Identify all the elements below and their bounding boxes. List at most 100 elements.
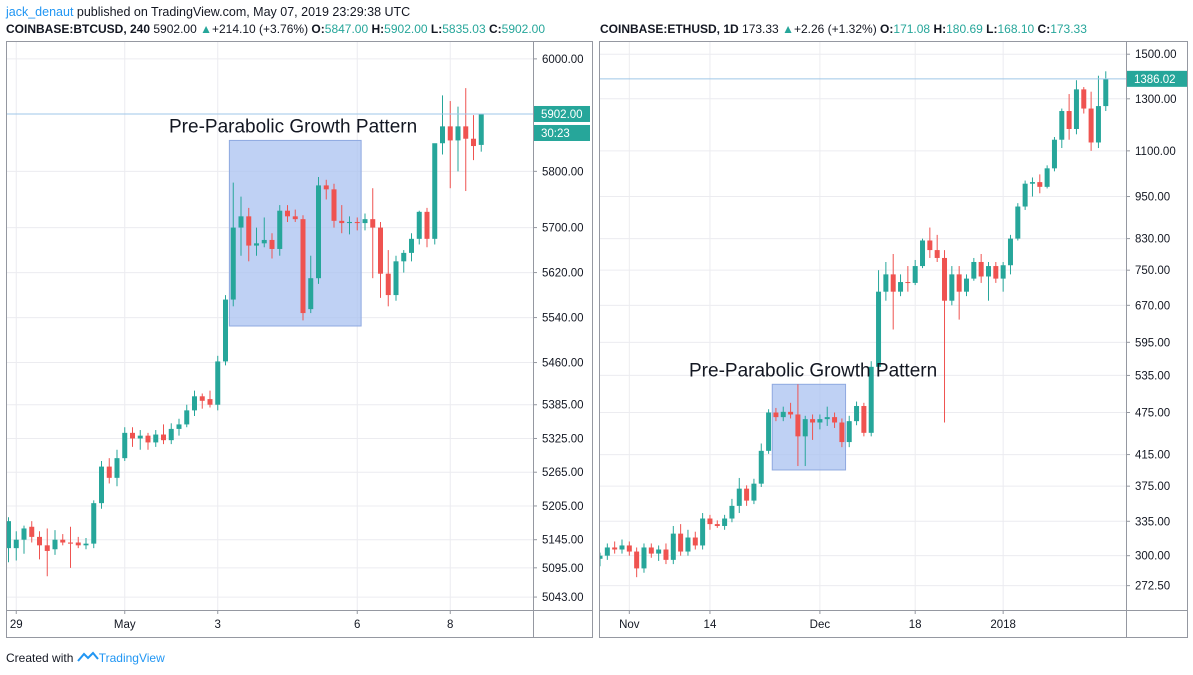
candle-body (839, 422, 845, 443)
y-tick-label: 5325.00 (542, 433, 584, 445)
candle-body (949, 274, 955, 301)
left-high: 5902.00 (384, 22, 428, 36)
candle-body (810, 419, 816, 423)
left-open-label: O: (311, 22, 325, 36)
candles (597, 71, 1109, 578)
candle-body (471, 138, 476, 147)
right-chart-panel[interactable]: Pre-Parabolic Growth Pattern 1500.00 1300.… (597, 41, 1188, 638)
candle-body (316, 185, 321, 279)
candle-body (1081, 89, 1087, 109)
candle-body (1095, 106, 1101, 143)
candle-body (846, 421, 852, 443)
candle-body (184, 410, 190, 425)
y-tick-label: 5265.00 (542, 467, 584, 479)
y-tick-label: 595.00 (1135, 337, 1170, 349)
candle-body (145, 435, 151, 443)
left-low-label: L: (430, 22, 443, 36)
candle-body (670, 533, 676, 560)
last-price-tag: 1386.02 (1134, 74, 1176, 86)
left-low: 5835.03 (442, 22, 486, 36)
candle-body (780, 411, 786, 418)
y-tick-label: 6000.00 (542, 54, 584, 66)
x-tick-label: 8 (447, 619, 453, 631)
right-symbol-info: COINBASE:ETHUSD, 1D 173.33 ▲+2.26 (+1.32… (600, 21, 1087, 37)
last-price-tag-bg (1127, 70, 1187, 87)
right-change: +2.26 (+1.32%) (793, 22, 877, 36)
right-open-label: O: (880, 22, 894, 36)
eth-candlestick-chart[interactable]: Pre-Parabolic Growth Pattern 1500.00 1300.… (597, 42, 1187, 637)
right-close-label: C: (1037, 22, 1051, 36)
candle-body (656, 549, 662, 554)
y-tick-label: 950.00 (1135, 192, 1170, 204)
candle-body (861, 406, 867, 433)
y-tick-label: 300.00 (1135, 551, 1170, 563)
x-tick-label: Nov (619, 619, 640, 631)
left-up-arrow-icon: ▲ (200, 22, 212, 36)
candle-body (277, 210, 283, 249)
candle-body (269, 239, 275, 249)
right-close: 173.33 (1050, 22, 1087, 36)
pattern-highlight-box (228, 139, 362, 327)
candle-body (832, 417, 838, 423)
candle-body (161, 434, 166, 441)
candle-body (612, 547, 618, 550)
right-low-label: L: (986, 22, 998, 36)
candle-body (634, 551, 640, 569)
candle-body (692, 537, 698, 546)
candle-body (114, 458, 120, 478)
candle-body (597, 555, 603, 559)
pattern-annotation-text: Pre-Parabolic Growth Pattern (169, 116, 417, 137)
candle-body (424, 211, 430, 239)
y-tick-label: 5145.00 (542, 535, 584, 547)
candle-body (455, 126, 461, 141)
candle-body (956, 274, 962, 292)
candle-body (722, 518, 728, 526)
candle-body (130, 432, 135, 439)
candle-body (447, 126, 453, 141)
candle-body (285, 210, 290, 217)
candle-body (99, 466, 104, 504)
candle-body (1066, 111, 1072, 129)
left-close-label: C: (488, 22, 502, 36)
y-tick-label: 5460.00 (542, 358, 584, 370)
btc-candlestick-chart[interactable]: Pre-Parabolic Growth Pattern 6000.00 5800.… (6, 42, 592, 637)
candle-body (1029, 182, 1035, 184)
candle-body (6, 521, 11, 549)
y-tick-label: 5540.00 (542, 313, 584, 325)
candle-body (942, 257, 948, 301)
candle-body (432, 143, 438, 239)
candle-body (385, 273, 391, 296)
author-link[interactable]: jack_denaut (6, 5, 74, 19)
candle-body (230, 227, 236, 300)
candle-body (207, 399, 213, 405)
left-symbol: COINBASE:BTCUSD, 240 (6, 22, 151, 36)
y-tick-label: 5700.00 (542, 223, 584, 235)
right-symbol: COINBASE:ETHUSD, 1D (600, 22, 739, 36)
candle-body (254, 243, 259, 246)
tradingview-brand[interactable]: TradingView (98, 651, 165, 665)
candle-body (751, 483, 757, 501)
candle-body (883, 274, 889, 292)
left-price: 5902.00 (153, 22, 197, 36)
y-tick-label: 830.00 (1135, 234, 1170, 246)
last-price-tag: 5902.00 (541, 109, 583, 121)
left-chart-panel[interactable]: Pre-Parabolic Growth Pattern 6000.00 5800.… (6, 41, 593, 638)
candle-body (1073, 89, 1079, 129)
candle-body (1088, 108, 1094, 143)
candle-body (37, 536, 42, 546)
candle-body (60, 539, 66, 543)
y-tick-label: 5800.00 (542, 166, 584, 178)
candle-body (927, 240, 933, 251)
candle-body (21, 528, 27, 540)
candle-body (362, 219, 368, 224)
publish-info: published on TradingView.com, May 07, 20… (76, 5, 411, 19)
candle-body (215, 361, 221, 405)
candle-body (401, 252, 407, 262)
right-low: 168.10 (997, 22, 1035, 36)
candle-body (75, 542, 81, 546)
candle-body (971, 261, 977, 279)
candle-body (824, 417, 830, 420)
candle-body (707, 518, 713, 525)
candle-body (323, 185, 329, 190)
candle-body (168, 428, 174, 441)
